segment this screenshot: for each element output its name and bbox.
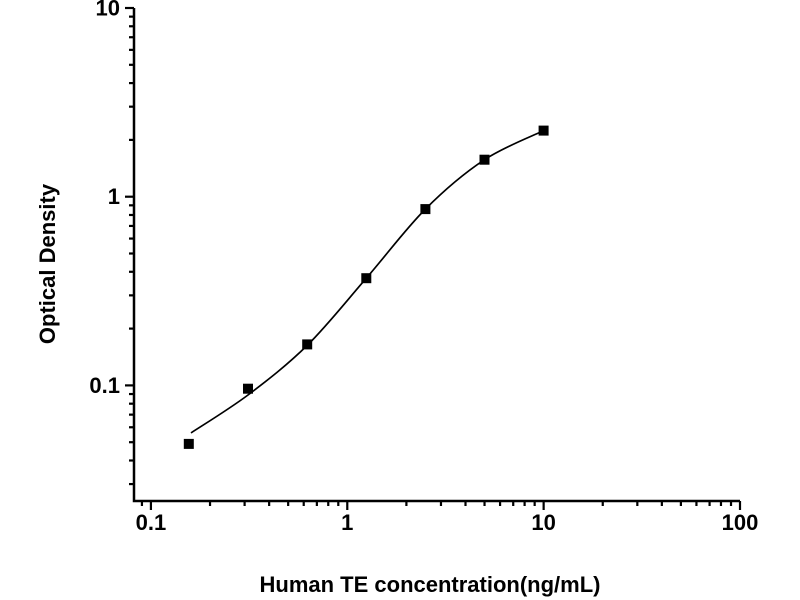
data-point-marker xyxy=(243,383,253,394)
x-tick-label: 1 xyxy=(341,510,353,535)
y-tick-label: 10 xyxy=(96,0,120,21)
y-tick-label: 0.1 xyxy=(89,373,120,398)
data-series xyxy=(183,125,549,449)
x-axis-title: Human TE concentration(ng/mL) xyxy=(260,572,601,597)
x-tick-label: 0.1 xyxy=(136,510,167,535)
y-axis-title: Optical Density xyxy=(35,183,60,344)
data-point-marker xyxy=(183,438,194,449)
x-tick-label: 10 xyxy=(531,510,555,535)
data-point-marker xyxy=(538,125,549,136)
data-point-marker xyxy=(420,204,431,215)
x-tick-label: 100 xyxy=(722,510,759,535)
axis-ticks xyxy=(125,6,742,510)
axis-frame xyxy=(132,8,740,503)
axes xyxy=(132,8,740,503)
data-point-marker xyxy=(361,273,372,284)
data-point-marker xyxy=(302,339,313,350)
data-point-marker xyxy=(479,154,490,165)
y-tick-label: 1 xyxy=(108,184,120,209)
axis-tick-labels: 0.1 1 10 100 0.1 1 10 xyxy=(89,0,758,535)
